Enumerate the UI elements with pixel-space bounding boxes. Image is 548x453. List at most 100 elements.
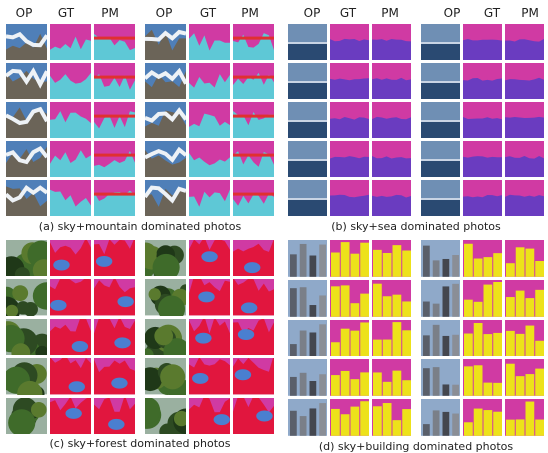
ground-truth-mask — [463, 279, 502, 317]
predicted-mask — [233, 141, 274, 177]
original-photo — [421, 141, 460, 177]
header-gt: GT — [339, 6, 357, 20]
grid-sky-mountain — [6, 24, 274, 216]
predicted-mask — [372, 24, 411, 60]
ground-truth-mask — [50, 63, 91, 99]
predicted-mask — [372, 63, 411, 99]
ground-truth-mask — [50, 279, 91, 316]
ground-truth-mask — [463, 24, 502, 60]
ground-truth-mask — [50, 180, 91, 216]
ground-truth-mask — [463, 180, 502, 216]
ground-truth-mask — [330, 102, 369, 138]
ground-truth-mask — [189, 102, 230, 138]
predicted-mask — [233, 397, 274, 434]
original-photo — [288, 102, 327, 138]
ground-truth-mask — [50, 141, 91, 177]
ground-truth-mask — [330, 63, 369, 99]
predicted-mask — [94, 318, 135, 356]
header-pm: PM — [521, 6, 539, 20]
grid-sky-sea — [288, 24, 544, 216]
original-photo — [145, 358, 186, 395]
predicted-mask — [233, 102, 274, 138]
predicted-mask — [94, 279, 135, 316]
ground-truth-mask — [330, 319, 369, 357]
predicted-mask — [233, 180, 274, 216]
ground-truth-mask — [330, 180, 369, 216]
predicted-mask — [94, 63, 135, 99]
header-op: OP — [15, 6, 33, 20]
original-photo — [145, 318, 186, 356]
header-gt: GT — [483, 6, 501, 20]
header-pm: PM — [381, 6, 399, 20]
predicted-mask — [505, 240, 544, 277]
original-photo — [288, 24, 327, 60]
original-photo — [145, 180, 186, 216]
predicted-mask — [94, 180, 135, 216]
ground-truth-mask — [330, 240, 369, 277]
original-photo — [288, 180, 327, 216]
caption-b: (b) sky+sea dominated photos — [331, 220, 501, 233]
predicted-mask — [233, 279, 274, 316]
original-photo — [145, 141, 186, 177]
predicted-mask — [233, 63, 274, 99]
caption-a: (a) sky+mountain dominated photos — [38, 220, 242, 233]
original-photo — [421, 180, 460, 216]
predicted-mask — [372, 240, 411, 277]
header-op: OP — [155, 6, 173, 20]
original-photo — [6, 63, 47, 99]
ground-truth-mask — [463, 141, 502, 177]
ground-truth-mask — [189, 318, 230, 356]
original-photo — [288, 141, 327, 177]
original-photo — [288, 63, 327, 99]
ground-truth-mask — [50, 240, 91, 277]
predicted-mask — [372, 279, 411, 317]
predicted-mask — [233, 358, 274, 395]
predicted-mask — [372, 141, 411, 177]
original-photo — [6, 180, 47, 216]
predicted-mask — [505, 102, 544, 138]
grid-sky-building — [288, 240, 544, 436]
ground-truth-mask — [189, 279, 230, 316]
predicted-mask — [233, 318, 274, 356]
predicted-mask — [94, 24, 135, 60]
predicted-mask — [505, 63, 544, 99]
predicted-mask — [94, 102, 135, 138]
predicted-mask — [94, 397, 135, 434]
ground-truth-mask — [330, 399, 369, 436]
original-photo — [421, 63, 460, 99]
original-photo — [6, 240, 47, 277]
predicted-mask — [505, 359, 544, 397]
original-photo — [145, 240, 186, 277]
original-photo — [145, 102, 186, 138]
header-op: OP — [303, 6, 321, 20]
original-photo — [421, 279, 460, 317]
original-photo — [288, 359, 327, 397]
predicted-mask — [372, 319, 411, 357]
predicted-mask — [505, 279, 544, 317]
original-photo — [145, 24, 186, 60]
ground-truth-mask — [50, 358, 91, 395]
original-photo — [6, 318, 47, 356]
header-gt: GT — [199, 6, 217, 20]
caption-d: (d) sky+building dominated photos — [318, 440, 514, 453]
caption-c: (c) sky+forest dominated photos — [49, 437, 231, 450]
predicted-mask — [94, 240, 135, 277]
ground-truth-mask — [463, 359, 502, 397]
ground-truth-mask — [189, 240, 230, 277]
original-photo — [421, 399, 460, 436]
original-photo — [145, 279, 186, 316]
predicted-mask — [505, 319, 544, 357]
predicted-mask — [372, 399, 411, 436]
predicted-mask — [233, 24, 274, 60]
predicted-mask — [94, 358, 135, 395]
ground-truth-mask — [189, 141, 230, 177]
original-photo — [288, 399, 327, 436]
ground-truth-mask — [189, 180, 230, 216]
original-photo — [6, 397, 47, 434]
ground-truth-mask — [463, 399, 502, 436]
grid-sky-forest — [6, 240, 274, 434]
ground-truth-mask — [330, 141, 369, 177]
predicted-mask — [505, 399, 544, 436]
ground-truth-mask — [463, 240, 502, 277]
header-gt: GT — [57, 6, 75, 20]
